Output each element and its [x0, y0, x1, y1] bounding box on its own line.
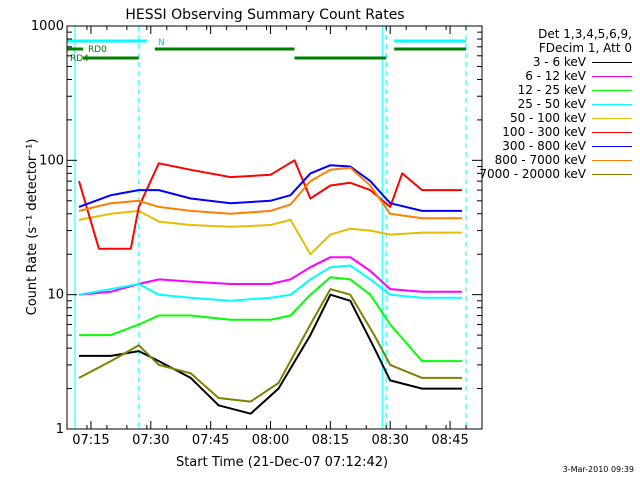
legend-swatch	[592, 131, 632, 133]
y-axis-label: Count Rate (s⁻¹ detector⁻¹)	[25, 139, 40, 316]
x-tick-label: 07:15	[72, 433, 109, 448]
x-tick-label: 08:15	[312, 433, 349, 448]
legend-item: 100 - 300 keV	[502, 125, 632, 139]
legend-item: 50 - 100 keV	[510, 111, 632, 125]
legend-swatch	[592, 173, 632, 175]
legend-item: 300 - 800 keV	[502, 139, 632, 153]
flag-label-rd4: RD4	[70, 54, 89, 64]
legend-label: 12 - 25 keV	[517, 83, 586, 97]
legend-label: 800 - 7000 keV	[494, 153, 586, 167]
x-tick-label: 08:00	[252, 433, 289, 448]
x-tick-label: 08:45	[431, 433, 468, 448]
legend-item: 25 - 50 keV	[518, 97, 632, 111]
series-line	[79, 276, 462, 363]
series-line	[78, 159, 462, 250]
timestamp-stamp: 3-Mar-2010 09:39	[562, 465, 634, 474]
x-tick-label: 07:45	[192, 433, 229, 448]
y-axis: 1 10 100 1000	[31, 19, 482, 437]
legend-swatch	[592, 159, 632, 161]
legend-label: 300 - 800 keV	[502, 139, 586, 153]
legend-swatch	[592, 103, 632, 105]
legend-header-1: Det 1,3,4,5,6,9,	[538, 27, 632, 41]
legend-item: 7000 - 20000 keV	[479, 167, 632, 181]
legend-item: 6 - 12 keV	[525, 69, 632, 83]
series-line	[79, 293, 462, 415]
legend-item: 3 - 6 keV	[533, 55, 632, 69]
legend-label: 25 - 50 keV	[517, 97, 586, 111]
y-tick-label: 1000	[31, 19, 64, 34]
legend-swatch	[592, 117, 632, 119]
x-tick-label: 08:30	[371, 433, 408, 448]
series-line	[78, 166, 462, 220]
series-line	[78, 256, 462, 296]
legend-swatch	[592, 75, 632, 77]
legend-swatch	[592, 89, 632, 91]
legend-label: 7000 - 20000 keV	[479, 167, 586, 181]
x-axis-label: Start Time (21-Dec-07 07:12:42)	[176, 455, 388, 470]
chart-title: HESSI Observing Summary Count Rates	[125, 7, 404, 23]
series-line	[78, 209, 462, 256]
legend-label: 3 - 6 keV	[532, 55, 586, 69]
legend-label: 50 - 100 keV	[509, 111, 586, 125]
legend-label: 6 - 12 keV	[525, 69, 586, 83]
legend-item: 800 - 7000 keV	[495, 153, 632, 167]
plot-frame	[66, 25, 483, 430]
legend-header-2: FDecim 1, Att 0	[538, 41, 632, 55]
legend-swatch	[592, 61, 632, 63]
series-line	[78, 288, 462, 403]
y-tick-label: 10	[47, 288, 64, 303]
x-axis: 07:15 07:30 07:45 08:00 08:15 08:30 08:45	[66, 26, 469, 448]
series-line	[78, 264, 462, 302]
y-tick-label: 100	[39, 153, 64, 168]
x-tick-label: 07:30	[132, 433, 169, 448]
flag-label-n: N	[158, 38, 165, 48]
y-tick-label: 1	[56, 422, 64, 437]
legend-item: 12 - 25 keV	[518, 83, 632, 97]
legend-swatch	[592, 145, 632, 147]
legend-label: 100 - 300 keV	[502, 125, 586, 139]
series-line	[78, 164, 462, 212]
flag-label-rd0: RD0	[88, 45, 107, 55]
